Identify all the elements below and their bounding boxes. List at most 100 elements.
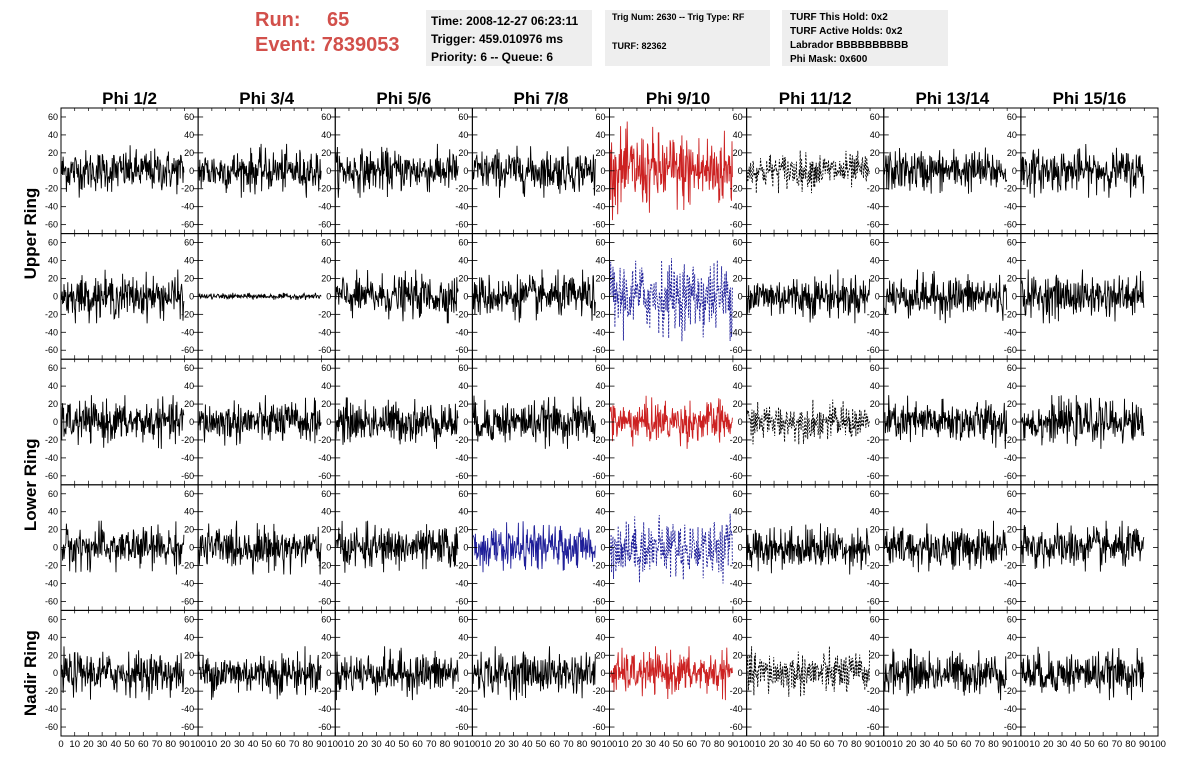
x-tick-label: 100 [876,739,892,750]
y-tick-label-left: -60 [867,596,880,606]
y-tick-label-left: -40 [45,704,58,714]
y-tick-label-left: 60 [595,238,605,248]
row-label: Upper Ring [21,188,40,280]
x-tick-label: 10 [1029,739,1040,750]
x-tick-label: 100 [464,739,480,750]
y-tick-label-left: -40 [730,202,743,212]
column-header: Phi 11/12 [779,89,852,108]
y-tick-label-left: 0 [326,166,331,176]
y-tick-label-left: 60 [184,238,194,248]
y-tick-label-left: -60 [318,596,331,606]
waveform-trace [198,395,322,446]
waveform-trace [61,520,185,575]
y-tick-label-left: -20 [181,686,194,696]
y-tick-label-left: -40 [867,327,880,337]
y-tick-label-left: 0 [738,668,743,678]
y-tick-label-left: 0 [600,543,605,553]
x-tick-label: 20 [906,739,917,750]
y-tick-label-left: 40 [733,507,743,517]
y-tick-label-left: -40 [318,578,331,588]
y-tick-label-left: 40 [48,130,58,140]
y-tick-label-left: 40 [595,381,605,391]
x-tick-label: 40 [1070,739,1081,750]
y-tick-label-left: 60 [870,614,880,624]
y-tick-label-left: -60 [455,220,468,230]
x-tick-label: 10 [481,739,492,750]
y-tick-label-left: 40 [458,130,468,140]
labrador-text: Labrador BBBBBBBBBB [790,40,909,51]
y-tick-label-left: 60 [458,614,468,624]
waveform-trace [472,269,596,323]
y-tick-label-left: -60 [45,596,58,606]
y-tick-label-left: -60 [181,596,194,606]
y-tick-label-left: -40 [730,453,743,463]
y-tick-label-left: -40 [1004,327,1017,337]
y-tick-label-left: 60 [870,363,880,373]
waveform-trace [335,646,459,701]
y-tick-label-left: 0 [738,166,743,176]
y-tick-label-left: -60 [867,345,880,355]
y-tick-label-left: -60 [318,220,331,230]
priority-text: Priority: 6 -- Queue: 6 [431,50,554,64]
x-tick-label: 90 [179,739,190,750]
y-tick-label-left: 40 [48,507,58,517]
x-tick-label: 10 [618,739,629,750]
y-tick-label-left: 20 [48,148,58,158]
waveform-trace [1021,646,1145,701]
x-tick-label: 90 [728,739,739,750]
waveform-trace [1021,269,1145,324]
waveform-trace [1021,143,1145,198]
y-tick-label-left: -40 [1004,704,1017,714]
column-header: Phi 13/14 [915,89,989,108]
waveform-trace [883,648,1008,701]
x-tick-label: 40 [659,739,670,750]
x-tick-label: 100 [602,739,618,750]
y-tick-label-left: -40 [45,453,58,463]
x-tick-label: 50 [399,739,410,750]
waveform-trace [472,521,596,573]
y-tick-label-left: -20 [318,184,331,194]
y-tick-label-left: -60 [592,596,605,606]
x-tick-label: 30 [920,739,931,750]
x-tick-label: 70 [289,739,300,750]
waveform-trace [335,520,459,573]
waveform-trace [61,145,185,198]
y-tick-label-left: 0 [463,291,468,301]
y-tick-label-left: 60 [184,112,194,122]
row-label: Nadir Ring [21,630,40,716]
x-tick-label: 30 [508,739,519,750]
waveform-trace [883,269,1008,324]
x-tick-label: 90 [1002,739,1013,750]
y-tick-label-left: -20 [318,561,331,571]
y-tick-label-left: 0 [189,291,194,301]
y-tick-label-left: 40 [458,381,468,391]
x-tick-label: 50 [673,739,684,750]
y-tick-label-left: 40 [733,256,743,266]
waveform-trace [198,143,322,198]
x-tick-label: 50 [536,739,547,750]
y-tick-label-left: 0 [600,417,605,427]
run-value: 65 [327,9,350,31]
waveform-trace [335,397,459,449]
y-tick-label-left: 60 [184,489,194,499]
turf-this-hold-text: TURF This Hold: 0x2 [790,12,888,23]
y-tick-label-left: 60 [733,614,743,624]
x-tick-label: 60 [412,739,423,750]
y-tick-label-left: 20 [733,273,743,283]
y-tick-label-left: 40 [48,256,58,266]
y-tick-label-left: -20 [45,309,58,319]
y-tick-label-left: -20 [1004,184,1017,194]
y-tick-label-left: 20 [458,650,468,660]
column-header: Phi 15/16 [1053,89,1127,108]
x-tick-label: 60 [1098,739,1109,750]
waveform-trace [746,269,871,324]
y-tick-label-left: 20 [184,399,194,409]
y-tick-label-left: 40 [184,256,194,266]
y-tick-label-left: 0 [326,417,331,427]
y-tick-label-left: -60 [730,220,743,230]
y-tick-label-left: 20 [595,273,605,283]
y-tick-label-left: 40 [1007,381,1017,391]
y-tick-label-left: 60 [321,489,331,499]
y-tick-label-left: 0 [326,668,331,678]
waveform-trace [1021,395,1145,449]
